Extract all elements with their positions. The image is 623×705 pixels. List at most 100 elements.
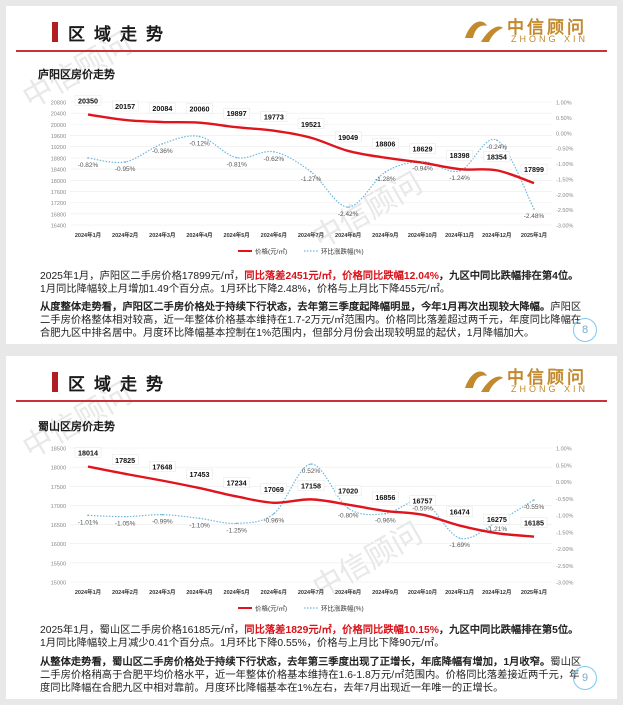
pct-point [458, 170, 461, 172]
price-data-label: 17020 [338, 487, 358, 496]
brand-name-cn: 中信顾问 [507, 18, 587, 37]
pct-data-label: -2.48% [524, 213, 545, 220]
x-tick-label: 2024年9月 [372, 588, 398, 596]
price-data-label: 16474 [450, 508, 470, 517]
brand-logo-icon [465, 371, 503, 392]
pct-point [310, 463, 312, 465]
section-title: 蜀山区房价走势 [38, 421, 115, 433]
y2-tick-label: -1.50% [556, 177, 574, 183]
pct-point [533, 208, 535, 210]
pct-data-label: -0.24% [487, 144, 508, 151]
pct-point [198, 135, 201, 138]
section-title: 庐阳区房价走势 [38, 69, 115, 81]
pct-point [235, 522, 238, 525]
y-tick-label: 20000 [51, 123, 66, 129]
y-tick-label: 15500 [51, 561, 66, 567]
y2-tick-label: -3.00% [556, 224, 574, 230]
pct-data-label: -1.05% [115, 521, 136, 528]
summary-rank: ，九区中同比跌幅排在第4位。 [438, 271, 579, 282]
summary-paragraph: 2025年1月，庐阳区二手房价格17899元/㎡，同比落差2451元/㎡，价格同… [40, 270, 610, 296]
y-tick-label: 20800 [51, 101, 66, 107]
summary-detail: 1月同比降幅较上月减少0.41个百分点。1月环比下降0.55%，价格与上月比下降… [40, 638, 445, 649]
pct-data-label: -0.55% [524, 504, 545, 511]
summary-text: 2025年1月，蜀山区二手房价格16185元/㎡， [40, 625, 245, 636]
price-data-label: 19521 [301, 120, 321, 129]
analysis-paragraph: 从度整体走势看，庐阳区二手房价格处于持续下行状态，去年第三季度起降幅明显，今年1… [40, 301, 585, 340]
header-divider [16, 50, 607, 52]
slide-header: 区域走势 中信顾问 ZHONG XIN [6, 356, 617, 404]
pct-point [124, 161, 126, 163]
brand-logo: 中信顾问 ZHONG XIN [455, 362, 605, 398]
pct-data-label: -0.80% [338, 512, 359, 519]
x-tick-label: 2024年4月 [186, 588, 212, 596]
pct-data-label: -1.69% [449, 542, 470, 549]
page-number: 9 [573, 666, 597, 690]
x-tick-label: 2024年3月 [149, 588, 175, 596]
price-data-label: 17899 [524, 165, 544, 174]
pct-data-label: -0.59% [412, 505, 433, 512]
analysis-lead: 从度整体走势看，庐阳区二手房价格处于持续下行状态，去年第三季度起降幅明显，今年1… [40, 302, 551, 313]
x-tick-label: 2024年2月 [112, 588, 138, 596]
pct-data-label: -0.36% [152, 148, 173, 155]
price-label-box [297, 480, 325, 491]
header-divider [16, 400, 607, 402]
price-label-box [74, 447, 102, 458]
pct-data-label: -1.25% [226, 527, 247, 534]
pct-point [384, 512, 387, 515]
x-tick-label: 2024年11月 [445, 231, 474, 239]
x-tick-label: 2024年7月 [298, 588, 324, 596]
price-label-box [409, 143, 436, 154]
price-data-label: 17069 [264, 485, 284, 494]
y2-tick-label: -2.00% [556, 547, 574, 553]
slide-shushan: 中信顾问 中信顾问 区域走势 中信顾问 ZHONG XIN 蜀山区房价走势 15… [6, 356, 617, 699]
price-data-label: 18629 [413, 145, 433, 154]
price-data-label: 17158 [301, 481, 321, 490]
analysis-text: 蜀山区二手房价格稍高于合肥平均价格水平，近一年整体价格基本维持在1.6-1.8万… [40, 657, 582, 694]
brand-logo-icon [465, 21, 503, 42]
pct-data-label: -0.95% [115, 166, 136, 173]
price-data-label: 20350 [78, 97, 98, 106]
pct-data-label: -1.10% [189, 522, 210, 529]
legend-label-pct: 环比涨跌幅(%) [321, 604, 364, 613]
pct-point [273, 512, 275, 515]
x-tick-label: 2024年7月 [298, 231, 324, 239]
y-tick-label: 16800 [51, 212, 66, 218]
price-label-box [520, 517, 548, 528]
price-label-box [409, 495, 436, 506]
y-tick-label: 17500 [51, 485, 66, 491]
price-label-box [520, 163, 548, 175]
price-data-label: 17453 [190, 470, 210, 479]
summary-paragraph: 2025年1月，蜀山区二手房价格16185元/㎡，同比落差1829元/㎡，价格同… [40, 624, 610, 650]
price-data-label: 16856 [375, 493, 395, 502]
slide-luyang: 中信顾问 中信顾问 区域走势 中信顾问 ZHONG XIN 庐阳区房价走势 16… [6, 6, 617, 344]
x-tick-label: 2024年12月 [482, 588, 511, 596]
pct-data-label: -0.12% [189, 140, 210, 147]
series-line-price [87, 113, 535, 185]
price-label-box [149, 102, 176, 114]
pct-point [87, 157, 89, 159]
summary-detail: 1月同比降幅较上月增加1.49个百分点。1月环比下降2.48%，价格与上月比下降… [40, 284, 451, 295]
price-data-label: 18398 [450, 151, 470, 160]
price-label-box [111, 454, 139, 466]
header-accent-bar [52, 22, 58, 42]
pct-data-label: -0.99% [152, 519, 173, 526]
price-label-box [74, 95, 102, 106]
pct-data-label: -0.96% [375, 518, 396, 525]
y2-tick-label: -3.00% [556, 581, 574, 587]
x-tick-label: 2024年12月 [482, 231, 511, 239]
price-data-label: 16757 [413, 497, 433, 506]
y2-tick-label: -1.00% [556, 514, 574, 520]
x-tick-label: 2024年1月 [75, 588, 101, 596]
y-tick-label: 18800 [51, 156, 66, 162]
price-data-label: 19049 [338, 133, 358, 142]
pct-point [496, 139, 498, 141]
x-tick-label: 2024年5月 [224, 588, 250, 596]
price-label-box [186, 468, 213, 480]
pct-data-label: -0.96% [264, 518, 285, 525]
y-tick-label: 18000 [51, 466, 66, 472]
pct-point [161, 143, 164, 145]
price-label-box [223, 477, 250, 488]
header-title: 区域走势 [68, 25, 172, 44]
analysis-lead: 从整体走势看，蜀山区二手房价格处于持续下行状态，去年第三季度出现了正增长，年底降… [40, 657, 551, 668]
price-label-box [483, 151, 511, 162]
